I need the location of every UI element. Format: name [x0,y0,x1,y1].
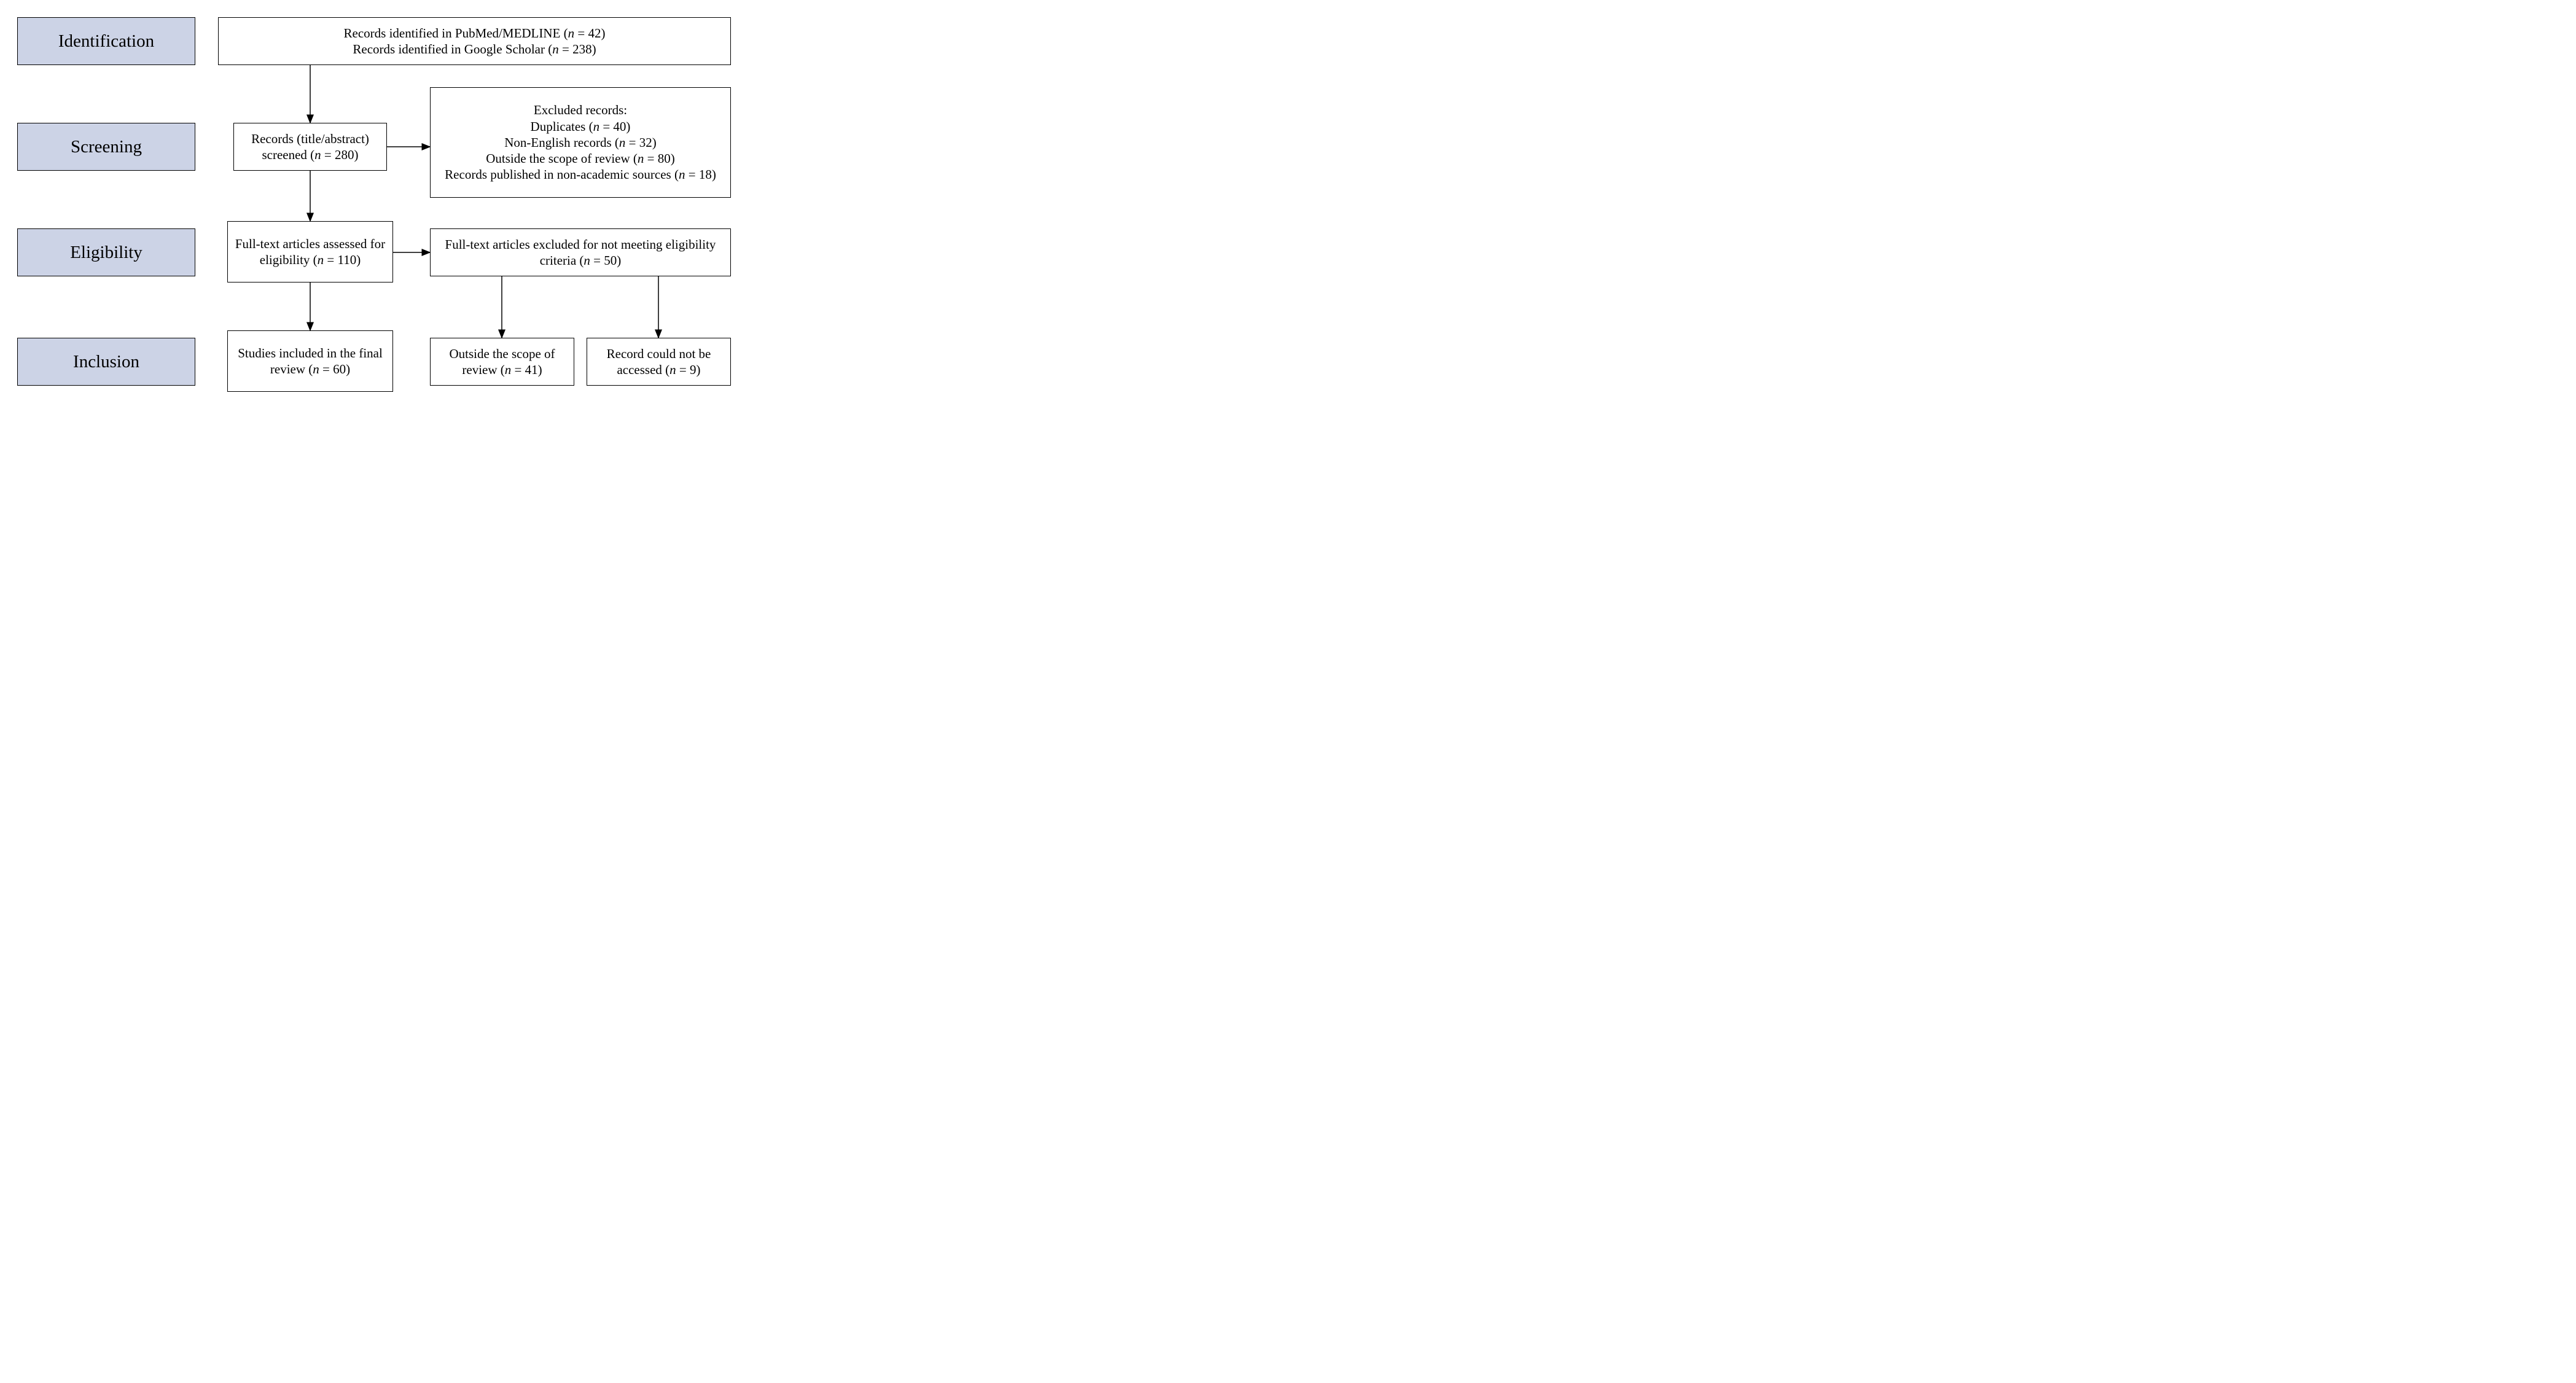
node-screened: Records (title/abstract) screened (n = 2… [233,123,387,171]
node-text: Excluded records: Duplicates (n = 40) No… [445,102,716,182]
stage-label: Inclusion [73,351,139,373]
node-included: Studies included in the final review (n … [227,330,393,392]
node-text: Records (title/abstract) screened (n = 2… [240,131,380,163]
node-not-accessed: Record could not be accessed (n = 9) [587,338,731,386]
stage-eligibility: Eligibility [17,228,195,276]
node-text: Studies included in the final review (n … [234,345,386,378]
prisma-flowchart: Identification Screening Eligibility Inc… [12,12,737,399]
node-eligibility-assessed: Full-text articles assessed for eligibil… [227,221,393,282]
stage-inclusion: Inclusion [17,338,195,386]
node-excluded-screen: Excluded records: Duplicates (n = 40) No… [430,87,731,198]
stage-label: Identification [58,30,154,52]
stage-label: Screening [71,136,142,158]
node-text: Outside the scope of review (n = 41) [437,346,568,378]
node-text: Full-text articles excluded for not meet… [437,236,724,269]
stage-identification: Identification [17,17,195,65]
stage-screening: Screening [17,123,195,171]
node-outside-scope: Outside the scope of review (n = 41) [430,338,574,386]
node-excluded-eligibility: Full-text articles excluded for not meet… [430,228,731,276]
stage-label: Eligibility [70,241,142,263]
node-identification-records: Records identified in PubMed/MEDLINE (n … [218,17,731,65]
node-text: Record could not be accessed (n = 9) [593,346,724,378]
node-text: Records identified in PubMed/MEDLINE (n … [344,25,606,58]
node-text: Full-text articles assessed for eligibil… [234,236,386,268]
